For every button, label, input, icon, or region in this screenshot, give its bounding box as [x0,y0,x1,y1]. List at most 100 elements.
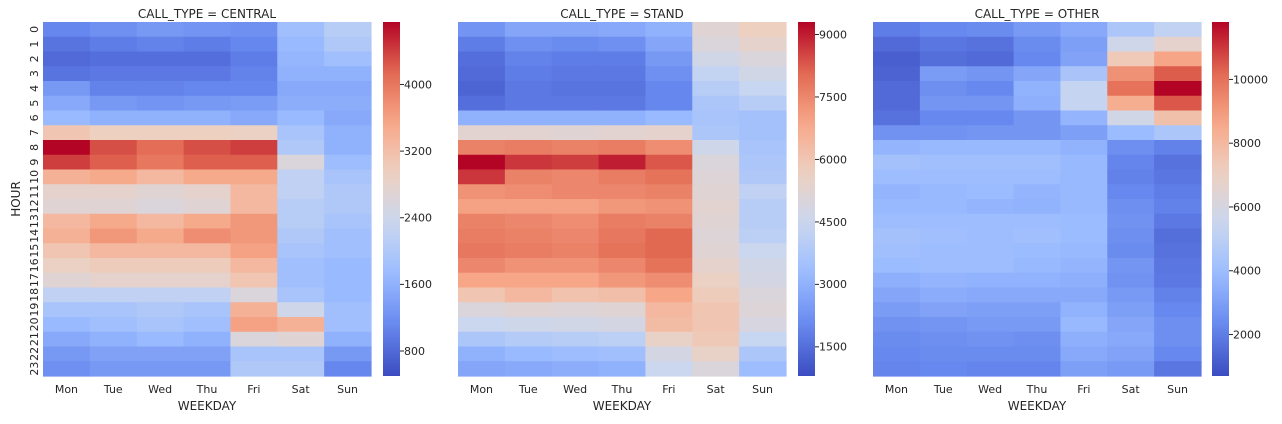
heatmap-cell [692,169,740,185]
heatmap-cell [230,331,278,348]
heatmap-cell [324,125,372,141]
heatmap-cell [89,110,138,126]
heatmap-cell [739,81,787,97]
heatmap-cell [873,213,921,230]
heatmap-cell [1107,346,1155,362]
heatmap-cell [645,228,693,244]
heatmap-cell [966,95,1015,112]
x-tick-label: Sun [752,383,773,396]
heatmap-cell [1060,258,1108,274]
heatmap-cell [739,331,787,348]
heatmap-cell [277,258,325,274]
heatmap-cell [277,81,325,97]
colorbar-tick-label: 4500 [819,216,847,229]
heatmap-cell [919,95,968,112]
heatmap-cell [89,272,138,289]
heatmap-cell [89,169,138,185]
heatmap-cell [230,213,278,230]
heatmap-cell [1060,213,1108,230]
heatmap-cell [504,272,553,289]
y-tick-label: 9 [28,159,41,166]
heatmap-cell [277,199,325,215]
heatmap-cell [692,154,740,171]
heatmap-cell [504,346,553,362]
heatmap-cell [89,331,138,348]
heatmap-cell [1154,154,1202,171]
heatmap-cell [551,95,600,112]
heatmap-cell [230,361,278,377]
heatmap-cell [277,331,325,348]
heatmap-cell [598,184,647,200]
heatmap-cell [136,36,185,53]
heatmap-cell [873,81,921,97]
heatmap-cell [1060,140,1108,156]
heatmap-cell [551,287,600,303]
heatmap-cell [89,361,138,377]
heatmap-cell [1154,258,1202,274]
heatmap-cell [551,243,600,259]
heatmap-cell [551,81,600,97]
heatmap-cell [458,154,506,171]
heatmap-cell [1060,154,1108,171]
heatmap-cell [183,258,232,274]
heatmap-cell [183,361,232,377]
heatmap-cell [89,213,138,230]
heatmap-cell [919,154,968,171]
heatmap-cell [183,81,232,97]
heatmap-cell [1013,154,1062,171]
heatmap-cell [1013,213,1062,230]
heatmap-cell [1013,272,1062,289]
heatmap-cell [598,81,647,97]
heatmap-cell [43,243,91,259]
heatmap-cell [504,199,553,215]
heatmap-cell [966,81,1015,97]
heatmap-cell [919,243,968,259]
heatmap-cell [89,346,138,362]
heatmap-cell [230,228,278,244]
heatmap-cell [324,361,372,377]
y-tick-label: 21 [28,332,41,346]
heatmap-cell [739,243,787,259]
heatmap-cell [1060,361,1108,377]
heatmap-cell [966,140,1015,156]
heatmap-cell [919,66,968,82]
heatmap-cell [739,272,787,289]
heatmap-cell [692,258,740,274]
heatmap-cell [551,199,600,215]
heatmap-cell [966,228,1015,244]
heatmap-cell [504,125,553,141]
heatmap-cell [692,346,740,362]
colorbar-tick-label: 2400 [404,212,432,225]
heatmap-cell [919,22,968,38]
heatmap-cell [966,287,1015,303]
heatmap-cell [89,95,138,112]
heatmap-cell [919,36,968,53]
heatmap-cell [966,317,1015,333]
heatmap-cell [551,346,600,362]
panel-title: CALL_TYPE = CENTRAL [138,7,276,21]
y-tick-label: 18 [28,288,41,302]
heatmap-cell [458,228,506,244]
heatmap-cell [1060,81,1108,97]
heatmap-cell [1013,228,1062,244]
heatmap-cell [598,213,647,230]
heatmap-cell [598,258,647,274]
heatmap-cell [277,287,325,303]
heatmap-cell [1060,184,1108,200]
heatmap-cell [183,199,232,215]
heatmap-cell [598,361,647,377]
heatmap-cell [1013,287,1062,303]
heatmap-cell [1107,302,1155,318]
heatmap-cell [183,125,232,141]
heatmap-cell [458,22,506,38]
y-tick-label: 5 [28,100,41,107]
heatmap-cell [645,154,693,171]
heatmap-cell [324,213,372,230]
heatmap-cell [873,243,921,259]
heatmap-cell [1107,22,1155,38]
heatmap-cell [873,154,921,171]
colorbar-tick-label: 6000 [819,153,847,166]
heatmap-cell [136,81,185,97]
x-axis-label: WEEKDAY [1008,399,1067,413]
